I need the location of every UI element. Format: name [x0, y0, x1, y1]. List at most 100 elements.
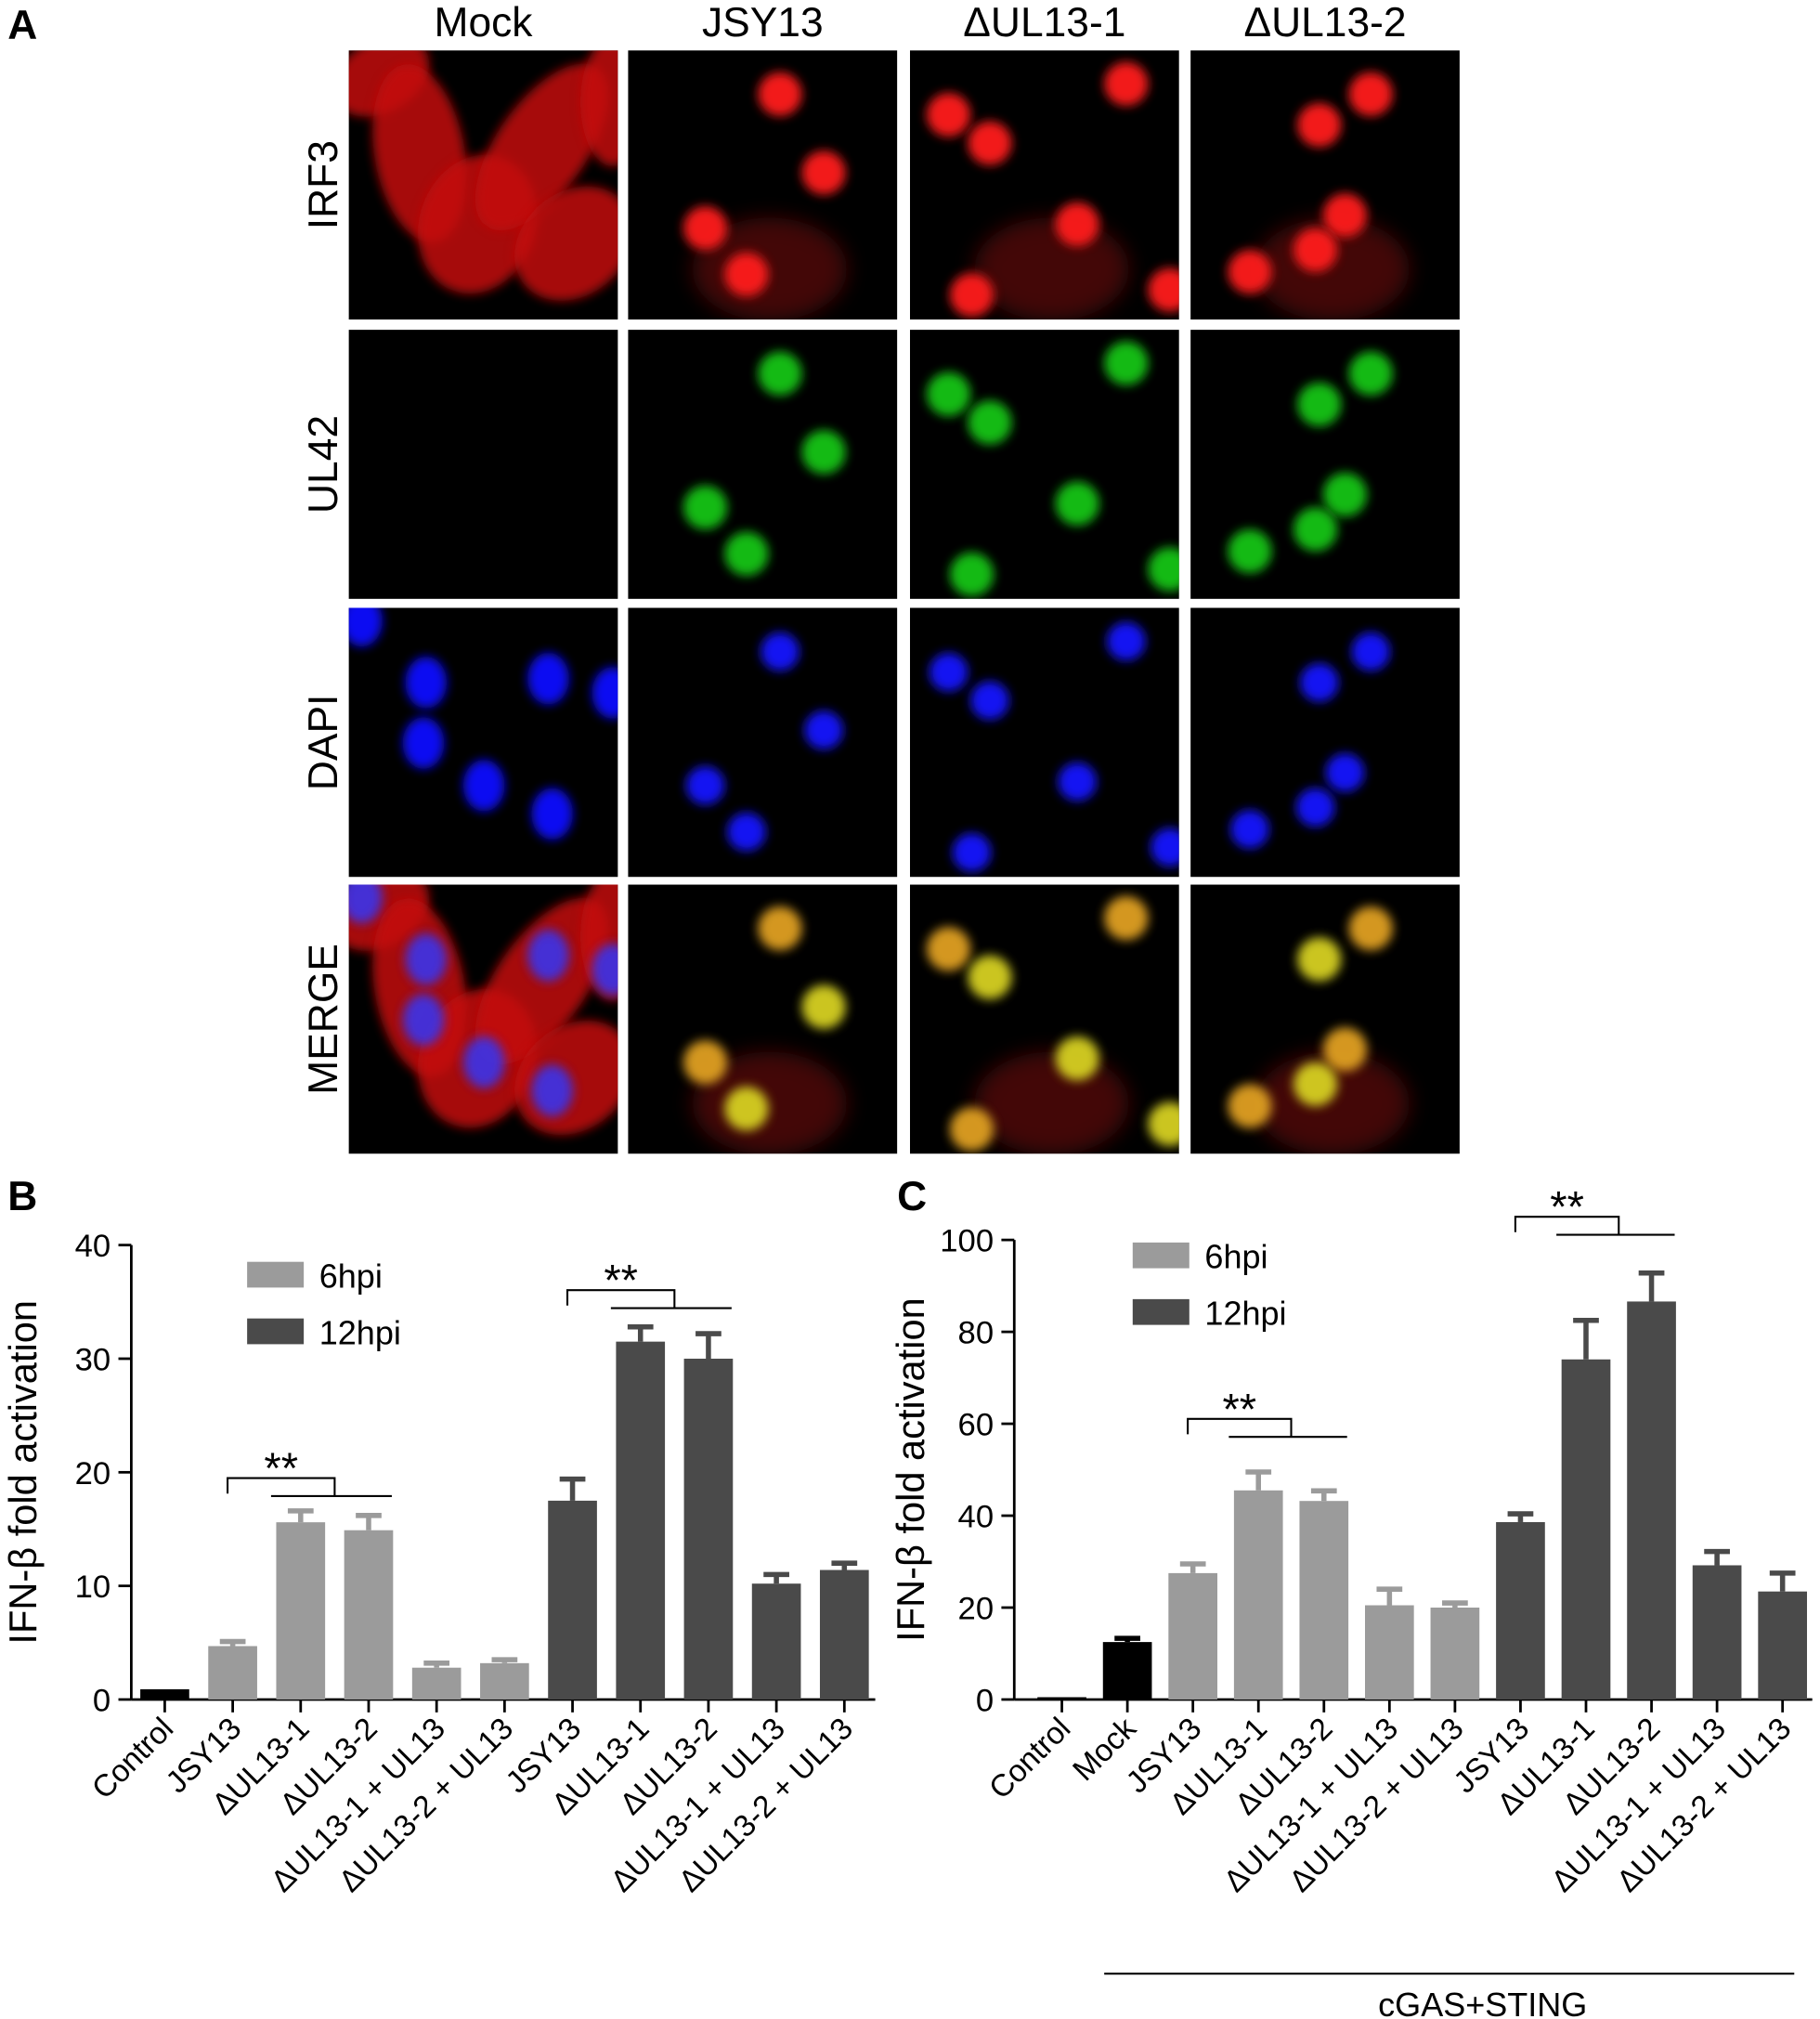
- background-stain: [692, 217, 848, 320]
- nucleus: [1148, 547, 1179, 592]
- bar: [1430, 1608, 1480, 1700]
- nucleus: [801, 150, 846, 195]
- nucleus: [527, 653, 569, 705]
- y-tick-label: 10: [75, 1570, 111, 1605]
- error-bar: [1376, 1586, 1403, 1606]
- background-stain: [1254, 217, 1410, 320]
- nucleus: [1294, 507, 1338, 552]
- nucleus: [1322, 472, 1368, 517]
- nucleus: [592, 667, 618, 719]
- micrograph: [1190, 607, 1460, 878]
- nucleus: [1294, 228, 1338, 272]
- nucleus: [531, 1064, 573, 1117]
- row-label: MERGE: [301, 944, 346, 1095]
- nucleus: [1297, 937, 1342, 982]
- nucleus: [1148, 267, 1179, 312]
- micrograph: [628, 50, 898, 320]
- nucleus: [949, 1107, 994, 1152]
- nucleus: [758, 351, 802, 396]
- error-bar: [1245, 1469, 1272, 1491]
- bar: [548, 1500, 597, 1700]
- background-stain: [974, 217, 1129, 320]
- error-bar: [559, 1476, 586, 1501]
- panel-label: B: [7, 1174, 37, 1219]
- error-bar: [491, 1657, 518, 1663]
- nucleus: [724, 252, 769, 297]
- error-bar: [1114, 1635, 1140, 1643]
- y-tick-label: 0: [93, 1683, 110, 1718]
- x-tick-label: Control: [982, 1712, 1077, 1806]
- nucleus: [949, 552, 994, 597]
- micrograph-bg: [348, 330, 618, 599]
- nucleus: [804, 710, 843, 749]
- nucleus: [1230, 810, 1269, 849]
- error-bar: [356, 1513, 382, 1531]
- column-label: Mock: [435, 0, 534, 46]
- bar: [1496, 1521, 1545, 1700]
- nucleus: [1348, 906, 1393, 951]
- nucleus: [1348, 72, 1393, 117]
- nucleus: [724, 531, 769, 576]
- bar: [616, 1341, 666, 1700]
- error-bar: [1769, 1570, 1796, 1592]
- nucleus: [527, 930, 569, 982]
- bar: [1299, 1501, 1349, 1700]
- micrograph: [1190, 330, 1460, 599]
- bar: [208, 1646, 257, 1700]
- error-bar: [1573, 1317, 1599, 1360]
- nucleus: [1300, 663, 1339, 702]
- background-stain: [1254, 1051, 1410, 1154]
- micrograph-content: [1228, 906, 1410, 1154]
- error-bar: [423, 1661, 450, 1668]
- nucleus: [1322, 1027, 1368, 1072]
- micrograph: [628, 607, 898, 878]
- y-tick-label: 20: [958, 1591, 994, 1626]
- bar: [276, 1522, 326, 1700]
- error-bar: [627, 1323, 654, 1342]
- nucleus: [1055, 1036, 1099, 1081]
- micrograph: [1190, 50, 1460, 320]
- error-bar: [1507, 1511, 1534, 1522]
- nucleus: [952, 833, 992, 872]
- bar: [1627, 1301, 1676, 1700]
- micrograph: [910, 884, 1179, 1154]
- nucleus: [1055, 202, 1099, 247]
- nucleus: [683, 485, 728, 529]
- row-label: IRF3: [301, 140, 346, 229]
- nucleus: [1348, 351, 1393, 396]
- row-label: DAPI: [301, 695, 346, 791]
- nucleus: [927, 927, 971, 971]
- bar: [1102, 1642, 1152, 1700]
- nucleus: [1295, 788, 1335, 827]
- error-bar: [1442, 1600, 1468, 1608]
- micrograph-content: [927, 61, 1179, 320]
- row-label: UL42: [301, 415, 346, 514]
- significance-bracket: [1187, 1417, 1347, 1439]
- bar: [344, 1530, 394, 1700]
- column-label: JSY13: [702, 0, 824, 46]
- significance-bracket: [227, 1477, 392, 1497]
- nucleus: [1150, 827, 1179, 867]
- nucleus: [949, 273, 994, 318]
- nucleus: [927, 371, 971, 416]
- nucleus: [402, 717, 445, 769]
- nucleus: [348, 607, 383, 647]
- legend-label: 6hpi: [1204, 1238, 1268, 1276]
- significance-label: **: [264, 1443, 298, 1492]
- nucleus: [801, 430, 846, 475]
- legend-label: 12hpi: [1204, 1295, 1286, 1333]
- micrograph-bg: [348, 607, 618, 878]
- micrograph-content: [683, 72, 848, 320]
- nucleus: [1104, 341, 1149, 385]
- nucleus: [531, 788, 573, 840]
- significance-label: **: [604, 1256, 638, 1305]
- y-axis-label: IFN-β fold activation: [889, 1297, 932, 1642]
- error-bar: [219, 1638, 246, 1647]
- nucleus: [1107, 621, 1146, 661]
- error-bar: [1310, 1488, 1337, 1502]
- nucleus: [1228, 528, 1272, 574]
- nucleus: [1228, 250, 1272, 294]
- nucleus: [1104, 61, 1149, 106]
- micrograph-bg: [1190, 607, 1460, 878]
- bar: [1758, 1591, 1807, 1700]
